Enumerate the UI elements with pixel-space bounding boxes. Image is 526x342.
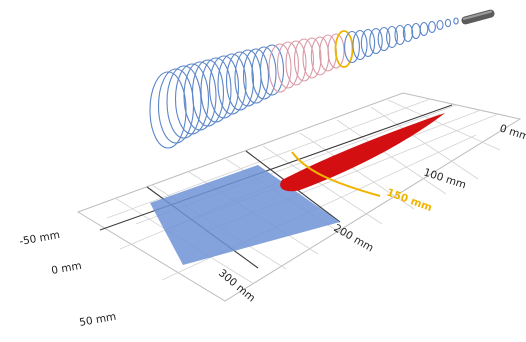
coil-highlight-ring xyxy=(334,30,354,68)
coil-blue-tail xyxy=(344,17,459,64)
lateral-label-0: 0 mm xyxy=(50,260,82,277)
highlight-line xyxy=(291,151,381,197)
depth-label-100: 100 mm xyxy=(422,166,467,191)
depth-label-200: 200 mm xyxy=(332,222,376,254)
coil xyxy=(149,17,459,149)
highlight-label: 150 mm xyxy=(385,187,434,215)
transducer-icon xyxy=(461,9,495,25)
lateral-label-50: 50 mm xyxy=(78,311,117,329)
lateral-label-neg50: -50 mm xyxy=(18,229,60,248)
red-region xyxy=(280,113,445,192)
coil-blue-segment xyxy=(149,44,285,149)
depth-label-0: 0 mm xyxy=(498,122,526,143)
coil-pink-segment xyxy=(268,33,345,93)
